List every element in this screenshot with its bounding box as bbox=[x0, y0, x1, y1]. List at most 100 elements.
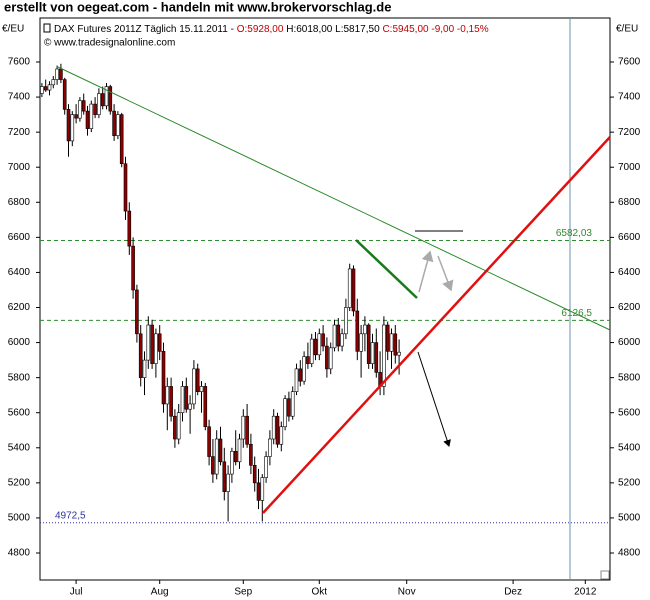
corner-icon bbox=[600, 570, 610, 580]
candle-body bbox=[351, 268, 356, 312]
y-tick-label: 4800 bbox=[8, 548, 31, 559]
candle-body bbox=[154, 333, 158, 364]
open: O:5928,00 bbox=[237, 24, 284, 35]
candle-body bbox=[142, 359, 147, 378]
level-label: 6582,03 bbox=[556, 228, 593, 239]
candle-body bbox=[123, 163, 128, 212]
y-tick-label: 5000 bbox=[8, 513, 31, 524]
candle-body bbox=[233, 450, 238, 463]
candle-body bbox=[119, 114, 124, 165]
candle-body bbox=[188, 403, 192, 410]
y-tick-label-right: 5400 bbox=[618, 442, 641, 453]
y-tick-label: 7400 bbox=[8, 92, 31, 103]
date: 15.11.2011 - bbox=[179, 24, 234, 35]
candle-body bbox=[195, 368, 200, 392]
candle-body bbox=[70, 114, 75, 142]
candle-body bbox=[161, 351, 166, 405]
candle-body bbox=[203, 386, 208, 428]
candle-body bbox=[313, 338, 318, 356]
y-tick-label: 5400 bbox=[8, 442, 31, 453]
page-title: erstellt von oegeat.com - handeln mit ww… bbox=[4, 0, 391, 14]
candle-body bbox=[116, 114, 120, 136]
short-trend-line bbox=[355, 239, 418, 299]
candle-body bbox=[131, 245, 135, 291]
candle-body bbox=[93, 103, 97, 115]
instrument-icon bbox=[43, 23, 51, 33]
close: C:5945,00 -9,00 -0,15% bbox=[382, 24, 488, 35]
candle-body bbox=[59, 68, 63, 80]
candle-body bbox=[275, 415, 280, 445]
candle-body bbox=[184, 386, 189, 410]
candle-body bbox=[199, 386, 204, 392]
candle-body bbox=[359, 333, 363, 352]
candle-body bbox=[268, 438, 272, 457]
candle-body bbox=[89, 103, 94, 129]
candle-body bbox=[40, 86, 44, 94]
y-unit-right: €/EU bbox=[616, 24, 638, 35]
x-tick-label: Aug bbox=[151, 587, 169, 598]
candle-body bbox=[226, 473, 230, 492]
candle-body bbox=[385, 324, 390, 352]
y-unit-left: €/EU bbox=[2, 24, 24, 35]
candle-body bbox=[332, 324, 337, 349]
candle-body bbox=[150, 324, 154, 364]
candle-body bbox=[252, 465, 257, 484]
candle-body bbox=[279, 426, 284, 445]
candle-body bbox=[100, 93, 105, 107]
candle-body bbox=[336, 324, 341, 347]
candle-body bbox=[127, 210, 132, 247]
x-tick-label: Okt bbox=[312, 587, 328, 598]
candle-body bbox=[47, 84, 52, 91]
candle-body bbox=[347, 268, 352, 308]
x-tick-label: 2012 bbox=[574, 587, 597, 598]
candle-body bbox=[340, 333, 344, 347]
candle-body bbox=[370, 342, 375, 364]
candle-body bbox=[81, 100, 86, 112]
candle-body bbox=[344, 307, 348, 335]
candle-body bbox=[260, 477, 265, 501]
y-tick-label: 6600 bbox=[8, 232, 31, 243]
y-tick-label-right: 4800 bbox=[618, 548, 641, 559]
y-tick-label: 5200 bbox=[8, 477, 31, 488]
y-tick-label-right: 6000 bbox=[618, 337, 641, 348]
arrow-target bbox=[417, 351, 451, 447]
x-tick-label: Jul bbox=[70, 587, 83, 598]
candle-body bbox=[397, 351, 401, 356]
candle-body bbox=[237, 438, 242, 463]
y-tick-label-right: 6600 bbox=[618, 232, 641, 243]
y-tick-label-right: 5800 bbox=[618, 372, 641, 383]
candle-body bbox=[389, 333, 394, 352]
candle-body bbox=[97, 93, 101, 115]
y-tick-label-right: 6400 bbox=[618, 267, 641, 278]
y-tick-label: 6200 bbox=[8, 302, 31, 313]
candle-body bbox=[271, 415, 276, 440]
x-tick-label: Nov bbox=[398, 587, 416, 598]
y-tick-label: 6800 bbox=[8, 197, 31, 208]
candle-body bbox=[157, 333, 162, 352]
candle-body bbox=[363, 324, 367, 335]
arrow-down bbox=[437, 255, 454, 292]
y-tick-label: 5800 bbox=[8, 372, 31, 383]
candle-body bbox=[85, 110, 90, 129]
instrument: DAX Futures 2011Z Täglich bbox=[54, 24, 176, 35]
y-tick-label: 7600 bbox=[8, 57, 31, 68]
x-tick-label: Sep bbox=[234, 587, 252, 598]
trend-line-up bbox=[262, 136, 611, 514]
candle-body bbox=[245, 415, 249, 445]
candle-body bbox=[135, 289, 139, 335]
candle-body bbox=[192, 368, 196, 405]
x-tick-label: Dez bbox=[504, 587, 522, 598]
level-label: 6126,5 bbox=[561, 308, 592, 319]
candle-body bbox=[176, 412, 181, 440]
candle-body bbox=[112, 110, 116, 136]
candle-body bbox=[283, 398, 287, 428]
candle-body bbox=[146, 324, 151, 361]
candle-body bbox=[328, 347, 333, 370]
y-tick-label-right: 5000 bbox=[618, 513, 641, 524]
plot-frame bbox=[39, 17, 611, 581]
candle-body bbox=[74, 114, 78, 119]
candle-body bbox=[264, 456, 268, 478]
candle-body bbox=[256, 482, 261, 501]
candle-body bbox=[211, 456, 215, 475]
